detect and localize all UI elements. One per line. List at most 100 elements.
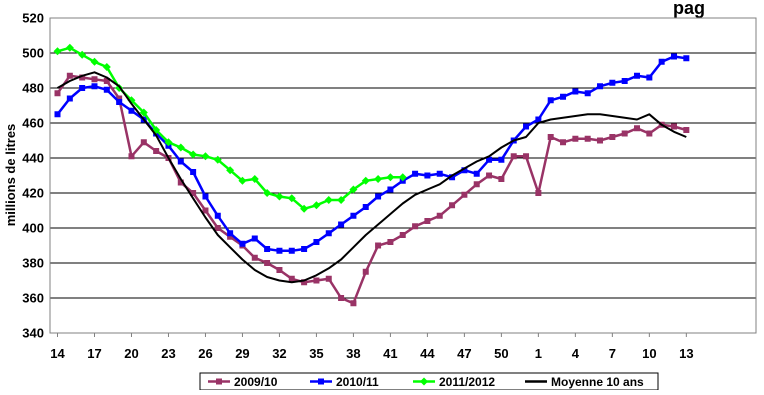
series-2009-10-point: [375, 242, 382, 249]
series-2009-10-point: [560, 139, 567, 146]
series-2011-2012-point: [324, 196, 333, 204]
series-2010-11-point: [547, 97, 554, 104]
x-tick-label: 1: [535, 346, 542, 361]
series-2011-2012-point: [300, 204, 309, 213]
x-tick-label: 47: [457, 346, 471, 361]
legend-2009-10-marker: [216, 378, 222, 385]
series-2010-11-point: [658, 58, 665, 65]
series-2009-10-point: [461, 191, 468, 198]
series-2010-11-line: [56, 55, 687, 253]
series-2009-10-point: [621, 130, 628, 137]
series-2010-11-point: [671, 53, 677, 60]
series-2011-2012-point: [398, 173, 407, 182]
series-2011-2012-point: [349, 185, 358, 194]
series-2009-10-point: [116, 95, 123, 102]
series-moyenne-10-ans-line: [57, 71, 687, 284]
x-tick-label: 17: [87, 346, 101, 361]
chart-title-fragment: pag: [673, 0, 705, 18]
series-2009-10-point: [523, 153, 530, 160]
series-2009-10: [54, 72, 690, 307]
series-2010-11-point: [128, 107, 135, 114]
series-2011-2012-point: [78, 50, 87, 59]
series-2009-10-point: [153, 148, 160, 154]
series-2009-10-point: [572, 135, 579, 142]
series-2010-11-point: [461, 167, 468, 174]
series-2011-2012-point: [238, 176, 247, 185]
series-2011-2012-point: [386, 173, 395, 182]
y-tick-label: 420: [22, 186, 44, 201]
x-tick-label: 35: [309, 346, 323, 361]
legend-2010-11-marker: [318, 378, 324, 385]
series-2010-11-point: [54, 111, 61, 118]
x-tick-label: 4: [572, 346, 580, 361]
series-2011-2012-point: [164, 138, 173, 147]
series-2010-11-point: [449, 174, 456, 181]
series-2010-11-point: [609, 79, 616, 86]
series-2010-11-point: [436, 170, 443, 177]
series-2009-10-point: [202, 207, 209, 214]
series-2009-10-point: [288, 275, 295, 282]
y-tick-label: 500: [22, 46, 44, 61]
legend-moyenne-10-ans-label: Moyenne 10 ans: [551, 375, 644, 389]
legend-2009-10-label: 2009/10: [234, 375, 278, 389]
series-2009-10-point: [313, 277, 320, 284]
series-2010-11-point: [264, 246, 271, 252]
series-2011-2012-point: [250, 175, 259, 183]
legend-2010-11-label: 2010/11: [336, 375, 379, 389]
series-2009-10-point: [103, 78, 110, 84]
series-2010-11-point: [597, 83, 604, 90]
series-2009-10-point: [671, 123, 677, 130]
series-2011-2012-point: [176, 143, 185, 152]
series-2009-10-point: [177, 179, 184, 186]
series-2009-10-point: [214, 225, 221, 231]
series-2011-2012-point: [53, 47, 62, 56]
plot-area-frame: [49, 17, 757, 334]
series-moyenne-10-ans: [57, 71, 687, 284]
series-2011-2012-point: [275, 192, 284, 201]
series-2010-11-point: [214, 212, 221, 219]
series-2010-11-point: [572, 88, 579, 95]
series-2011-2012-point: [361, 176, 370, 185]
series-2011-2012-point: [287, 194, 296, 203]
series-2009-10-point: [449, 202, 456, 209]
series-2011-2012-point: [337, 196, 346, 204]
x-tick-label: 32: [272, 346, 286, 361]
x-tick-label: 50: [494, 346, 508, 361]
series-2011-2012-point: [213, 155, 222, 164]
series-2010-11-point: [251, 235, 258, 242]
series-2009-10-point: [362, 268, 369, 275]
series-2010-11-point: [412, 170, 419, 177]
series-2011-2012-point: [374, 175, 383, 183]
y-tick-label: 460: [22, 116, 44, 131]
series-2009-10-point: [473, 181, 480, 188]
series-2011-2012-point: [312, 201, 321, 210]
series-2010-11-point: [387, 186, 394, 193]
series-2010-11-point: [486, 156, 493, 163]
series-2009-10-point: [399, 232, 406, 238]
series-2010-11-point: [634, 72, 641, 79]
series-2011-2012-point: [201, 152, 210, 161]
series-2011-2012-point: [127, 96, 136, 105]
legend: 2009/10 2010/11 2011/2012 Moyenne 10 ans: [199, 372, 659, 391]
series-2010-11-point: [584, 90, 591, 97]
y-tick-label: 520: [22, 11, 44, 26]
series-2009-10-point: [350, 300, 357, 307]
series-2010-11-point: [202, 193, 209, 200]
series-2009-10-point: [227, 233, 234, 240]
series-2010-11-point: [177, 158, 184, 165]
series-2009-10-point: [79, 74, 86, 81]
series-2010-11: [54, 53, 690, 254]
series-2009-10-point: [264, 260, 271, 266]
series-2009-10-point: [412, 223, 419, 230]
series-2010-11-point: [375, 193, 382, 200]
y-tick-label: 480: [22, 81, 44, 96]
series-2009-10-point: [325, 275, 332, 282]
series-2010-11-point: [350, 212, 357, 219]
series-2010-11-point: [313, 239, 320, 245]
series-2010-11-point: [523, 123, 530, 130]
y-tick-label: 380: [22, 256, 44, 271]
x-tick-label: 41: [383, 346, 397, 361]
x-tick-label: 23: [161, 346, 175, 361]
series-2010-11-point: [683, 55, 690, 62]
series-2009-10-point: [498, 176, 505, 182]
